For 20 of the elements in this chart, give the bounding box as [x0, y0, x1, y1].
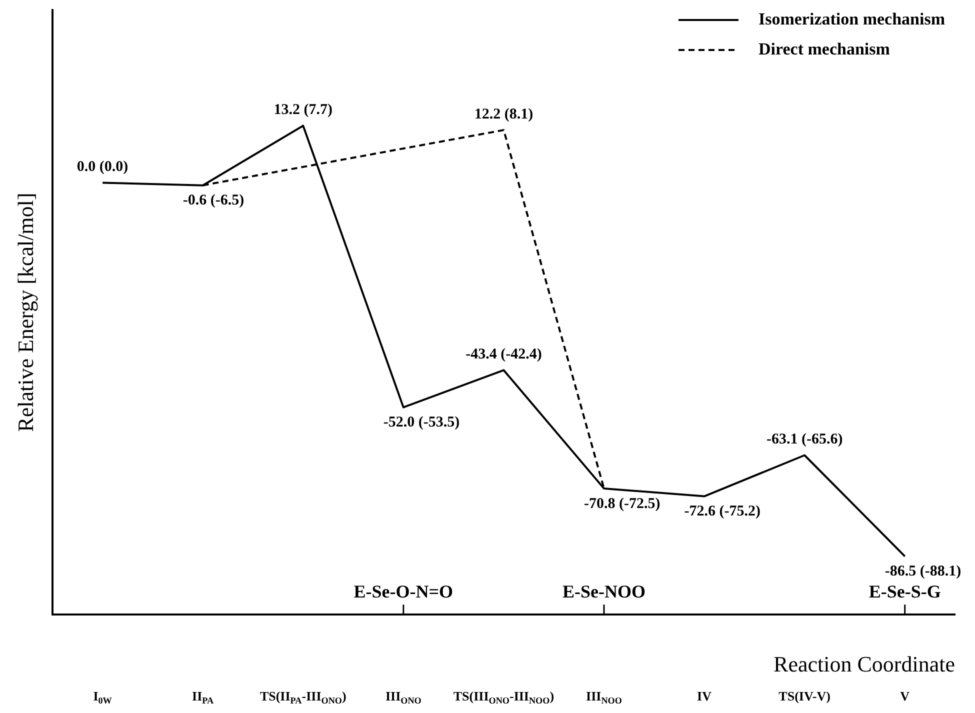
- y-axis-title: Relative Energy [kcal/mol]: [12, 192, 38, 432]
- annotation: E-Se-NOO: [562, 581, 646, 602]
- x-axis-title: Reaction Coordinate: [774, 652, 955, 677]
- legend-label: Isomerization mechanism: [758, 9, 946, 28]
- data-label: -43.4 (-42.4): [466, 346, 542, 363]
- data-label: -72.6 (-75.2): [684, 504, 761, 520]
- data-label: 0.0 (0.0): [76, 159, 128, 176]
- data-label: 12.2 (8.1): [474, 106, 534, 122]
- data-label: 13.2 (7.7): [274, 102, 332, 118]
- annotation: E-Se-O-N=O: [354, 581, 454, 602]
- data-label: -63.1 (-65.6): [766, 432, 843, 448]
- data-label: -86.5 (-88.1): [884, 564, 962, 580]
- x-tick-label: V: [900, 688, 910, 704]
- legend-label: Direct mechanism: [758, 39, 890, 58]
- x-tick-label: TS(IV-V): [778, 688, 830, 704]
- x-tick-label: IV: [697, 688, 712, 704]
- annotation: E-Se-S-G: [868, 581, 941, 602]
- data-label: -70.8 (-72.5): [584, 496, 660, 512]
- data-label: -52.0 (-53.5): [383, 414, 460, 431]
- data-label: -0.6 (-6.5): [182, 192, 244, 209]
